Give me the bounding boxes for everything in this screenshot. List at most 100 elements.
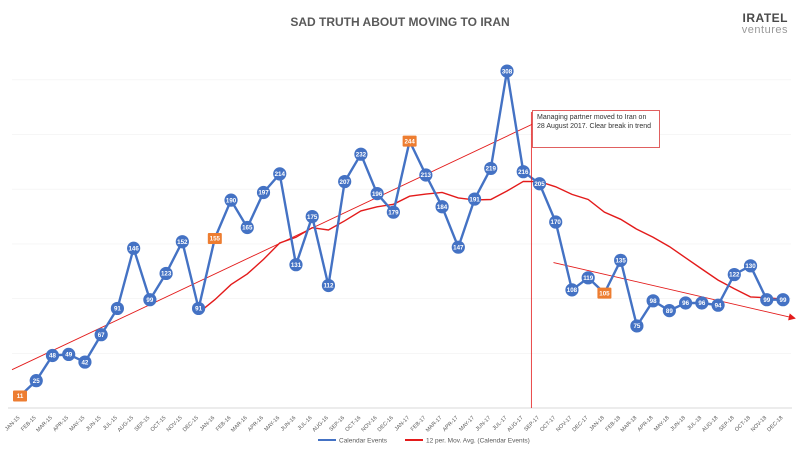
data-label: 67 <box>98 332 105 339</box>
x-tick-label: SEP-15 <box>134 415 152 433</box>
data-point <box>532 177 547 191</box>
highlight-point <box>13 390 27 402</box>
highlight-point <box>597 287 612 299</box>
data-point <box>630 319 644 333</box>
series-layer <box>19 69 783 397</box>
x-tick-label: MAR-15 <box>35 415 54 434</box>
data-point <box>565 283 579 297</box>
x-tick-label: JUN-16 <box>280 415 297 432</box>
x-tick-label: NOV-15 <box>166 415 184 433</box>
points-layer: 11 25 48 49 42 67 91 146 99 123 152 91 155 190 165 197 2… <box>13 64 790 402</box>
data-label: 91 <box>195 306 202 313</box>
data-label: 165 <box>242 225 253 232</box>
annotation-box: Managing partner moved to Iran on 28 Aug… <box>532 110 660 148</box>
data-label: 197 <box>258 190 269 197</box>
data-label: 123 <box>161 271 172 278</box>
x-tick-label: NOV-17 <box>555 415 573 433</box>
data-point <box>191 301 206 316</box>
data-point <box>743 259 758 273</box>
data-label: 219 <box>486 166 497 173</box>
x-tick-label: JAN-16 <box>199 415 216 432</box>
x-tick-label: APR-18 <box>637 415 655 433</box>
data-point <box>419 168 433 182</box>
data-point <box>435 200 449 214</box>
x-tick-label: OCT-18 <box>734 415 752 433</box>
data-label: 91 <box>114 306 121 313</box>
data-label: 191 <box>469 196 480 203</box>
x-tick-label: JUN-17 <box>475 415 492 432</box>
data-label: 25 <box>33 378 40 385</box>
data-label: 119 <box>583 275 594 282</box>
x-tick-label: OCT-16 <box>344 415 362 433</box>
data-point <box>451 240 465 254</box>
data-point <box>175 235 189 249</box>
brand-logo: IRATEL ventures <box>742 12 788 36</box>
data-label: 232 <box>356 151 367 158</box>
data-point <box>45 348 60 363</box>
data-point <box>695 296 709 310</box>
data-label: 99 <box>146 297 153 304</box>
data-point <box>354 147 368 161</box>
data-label: 48 <box>49 353 56 360</box>
data-point <box>484 161 498 176</box>
data-label: 112 <box>323 283 334 290</box>
x-tick-label: MAR-18 <box>620 415 639 434</box>
data-label: 179 <box>388 209 399 216</box>
data-label: 75 <box>633 323 640 330</box>
x-tick-label: MAR-16 <box>230 415 249 434</box>
data-label: 196 <box>372 191 383 198</box>
data-label: 170 <box>551 219 562 226</box>
data-label: 96 <box>698 300 705 307</box>
x-tick-label: DEC-15 <box>182 415 200 433</box>
x-tick-label: AUG-18 <box>701 415 719 433</box>
x-tick-label: DEC-18 <box>766 415 784 433</box>
data-point <box>78 355 92 369</box>
data-point <box>94 328 108 342</box>
brand-logo-bottom: ventures <box>741 24 788 36</box>
data-label: 175 <box>307 214 318 221</box>
data-label: 122 <box>729 272 740 279</box>
data-point <box>760 293 774 307</box>
x-tick-label: JUN-18 <box>670 415 687 432</box>
data-point <box>273 167 287 181</box>
x-tick-label: SEP-17 <box>523 415 541 433</box>
data-label: 108 <box>567 287 578 294</box>
legend-ma-label: 12 per. Mov. Avg. (Calendar Events) <box>426 438 530 445</box>
data-label: 147 <box>453 244 464 251</box>
data-label: 99 <box>780 297 787 304</box>
data-label: 135 <box>615 258 626 265</box>
data-label: 131 <box>291 262 302 269</box>
data-label: 152 <box>177 239 188 246</box>
x-tick-label: MAY-15 <box>69 415 87 433</box>
data-label: 105 <box>599 290 610 297</box>
data-point <box>646 294 660 308</box>
data-label: 94 <box>715 302 722 309</box>
data-point <box>29 374 43 388</box>
data-label: 205 <box>534 181 545 188</box>
data-point <box>614 253 628 267</box>
data-label: 146 <box>128 245 139 252</box>
x-tick-label: APR-16 <box>247 415 265 433</box>
data-label: 244 <box>404 138 415 145</box>
x-tick-label: MAY-18 <box>653 415 671 433</box>
data-point <box>549 215 563 229</box>
data-label: 130 <box>745 263 756 270</box>
data-label: 213 <box>421 172 432 179</box>
x-tick-label: MAR-17 <box>425 415 444 434</box>
highlight-point <box>207 232 222 244</box>
data-point <box>256 185 271 200</box>
data-point <box>370 186 384 201</box>
data-point <box>727 267 741 282</box>
data-point <box>110 301 125 316</box>
data-point <box>240 220 254 235</box>
x-tick-label: SEP-18 <box>718 415 736 433</box>
data-label: 190 <box>226 197 237 204</box>
data-point <box>305 209 319 224</box>
data-label: 99 <box>763 297 770 304</box>
data-point <box>776 293 790 307</box>
data-point <box>386 205 400 219</box>
data-point <box>711 298 725 312</box>
post-move-trend-arrow <box>553 262 796 321</box>
x-tick-label: DEC-16 <box>377 415 395 433</box>
gridlines <box>12 79 791 354</box>
